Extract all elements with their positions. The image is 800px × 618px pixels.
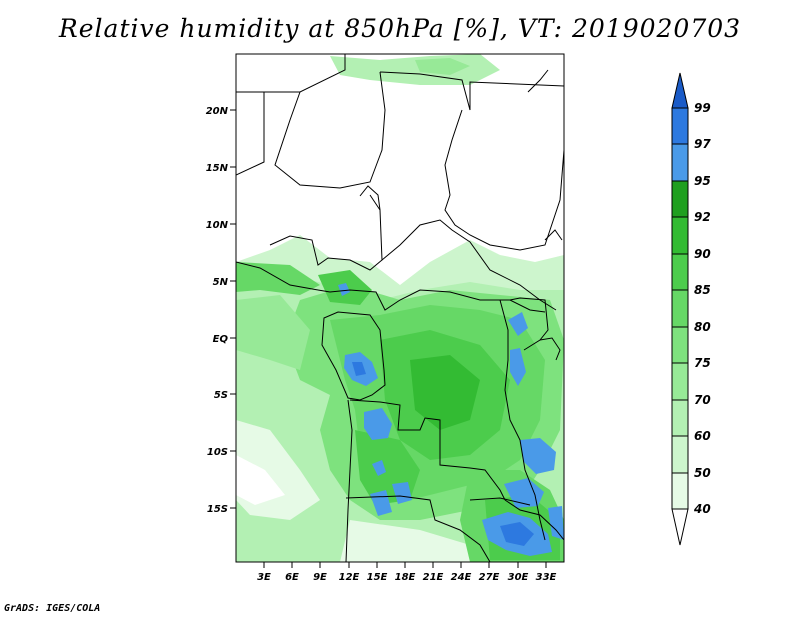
colorbar: 99 97 95 92 90 85 80 75 70 60 50 40 — [671, 72, 711, 546]
colorbar-label: 70 — [694, 393, 711, 407]
lon-label: 33E — [536, 572, 557, 583]
lat-label: 15S — [207, 504, 228, 515]
colorbar-label: 75 — [694, 356, 711, 370]
colorbar-label: 90 — [694, 247, 711, 261]
lat-label: 10N — [206, 220, 229, 231]
colorbar-label: 50 — [694, 466, 711, 480]
lon-label: 30E — [508, 572, 529, 583]
colorbar-top-triangle — [671, 72, 689, 109]
lat-axis: 20N 15N 10N 5N EQ 5S 10S 15S — [206, 106, 236, 515]
map-title: Relative humidity at 850hPa [%], VT: 201… — [58, 14, 742, 43]
colorbar-segment — [671, 362, 689, 401]
lon-label: 18E — [395, 572, 416, 583]
colorbar-label: 80 — [694, 320, 711, 334]
colorbar-segment — [671, 326, 689, 364]
colorbar-segment — [671, 435, 689, 474]
lon-label: 6E — [285, 572, 299, 583]
lon-label: 24E — [451, 572, 472, 583]
colorbar-segment — [671, 107, 689, 145]
colorbar-label: 97 — [694, 137, 711, 151]
lon-axis: 3E 6E 9E 12E 15E 18E 21E 24E 27E 30E 33E — [257, 562, 557, 583]
lon-label: 27E — [479, 572, 500, 583]
map-frame — [235, 53, 565, 563]
colorbar-bottom-triangle — [671, 508, 689, 546]
lon-label: 12E — [339, 572, 360, 583]
lon-label: 3E — [257, 572, 271, 583]
lon-label: 21E — [423, 572, 444, 583]
colorbar-segment — [671, 180, 689, 218]
colorbar-label: 95 — [694, 174, 711, 188]
colorbar-segment — [671, 143, 689, 182]
colorbar-label: 40 — [693, 502, 711, 516]
lat-label: 15N — [206, 163, 229, 174]
colorbar-segment — [671, 472, 689, 510]
colorbar-label: 92 — [694, 210, 711, 224]
lat-label: EQ — [213, 334, 229, 345]
lon-label: 9E — [313, 572, 327, 583]
lat-label: 10S — [207, 447, 228, 458]
lat-label: 5S — [214, 390, 228, 401]
country-borders — [236, 54, 564, 562]
humidity-field — [236, 54, 564, 562]
lon-label: 15E — [367, 572, 388, 583]
colorbar-label: 60 — [694, 429, 711, 443]
colorbar-label: 99 — [694, 101, 711, 115]
colorbar-segment — [671, 399, 689, 437]
grads-credit: GrADS: IGES/COLA — [4, 603, 101, 614]
colorbar-segment — [671, 289, 689, 328]
colorbar-segment — [671, 216, 689, 255]
colorbar-label: 85 — [694, 283, 711, 297]
lat-label: 20N — [206, 106, 229, 117]
colorbar-segment — [671, 253, 689, 291]
lat-label: 5N — [213, 277, 229, 288]
